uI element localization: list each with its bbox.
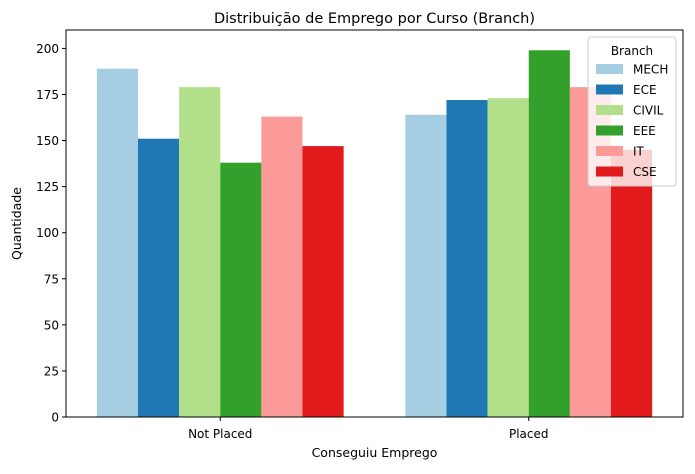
bar-eee-not-placed (220, 162, 262, 417)
x-tick-label: Not Placed (188, 427, 252, 441)
y-tick-label: 25 (44, 364, 59, 378)
y-tick-label: 200 (36, 42, 59, 56)
legend-label-civil: CIVIL (633, 104, 664, 118)
bar-cse-placed (611, 149, 653, 418)
y-axis-label: Quantidade (9, 187, 24, 260)
chart-title: Distribuição de Emprego por Curso (Branc… (214, 11, 535, 27)
bars-group (96, 50, 653, 418)
legend-title: Branch (611, 44, 653, 58)
bar-ece-placed (446, 100, 488, 417)
bar-civil-not-placed (179, 87, 221, 417)
y-tick-label: 50 (44, 318, 59, 332)
y-tick-label: 0 (51, 411, 59, 425)
legend-swatch-it (596, 146, 623, 156)
bar-eee-placed (528, 50, 570, 418)
y-axis: 0 25 50 75 100 125 150 175 200 (36, 42, 66, 425)
y-tick-label: 175 (36, 88, 59, 102)
y-tick-label: 125 (36, 180, 59, 194)
legend-label-cse: CSE (633, 165, 657, 179)
bar-mech-placed (405, 114, 447, 418)
y-tick-label: 150 (36, 134, 59, 148)
legend-swatch-mech (596, 64, 623, 74)
x-tick-label: Placed (509, 427, 549, 441)
bar-ece-not-placed (137, 138, 180, 418)
bar-cse-not-placed (302, 146, 344, 417)
plot-frame (65, 29, 684, 418)
y-tick-label: 100 (36, 226, 59, 240)
legend-label-it: IT (633, 145, 645, 159)
x-axis: Not Placed Placed (188, 417, 549, 441)
bar-it-not-placed (261, 116, 303, 418)
legend: Branch MECH ECE CIVIL EEE IT CSE (587, 36, 677, 187)
bar-mech-not-placed (96, 68, 138, 417)
legend-swatch-civil (596, 105, 623, 115)
x-axis-label: Conseguiu Emprego (312, 445, 438, 460)
bar-civil-placed (487, 98, 529, 417)
legend-swatch-ece (596, 84, 623, 95)
y-tick-label: 75 (44, 272, 59, 286)
legend-swatch-cse (596, 166, 623, 177)
legend-label-ece: ECE (633, 83, 657, 97)
legend-label-mech: MECH (633, 63, 668, 77)
legend-swatch-eee (596, 125, 623, 136)
legend-label-eee: EEE (633, 124, 656, 138)
